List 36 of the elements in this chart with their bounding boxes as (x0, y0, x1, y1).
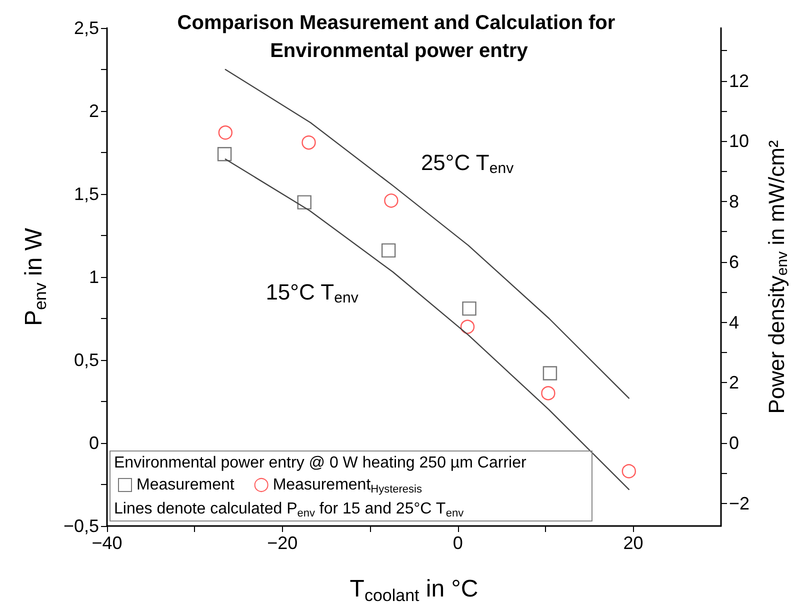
chart-title: Comparison Measurement and Calculation for Environmental power entry (177, 12, 621, 62)
y2-tick-label: 8 (729, 192, 740, 212)
y2-tick-label: 12 (729, 70, 750, 91)
x-tick-label: −40 (92, 533, 122, 553)
point (460, 320, 475, 334)
x-tick-label: 20 (623, 533, 644, 553)
point (622, 464, 636, 478)
x-tick-label: 0 (452, 533, 463, 553)
y2-tick-label: 6 (729, 252, 740, 272)
legend-title: Environmental power entry @ 0 W heating 250 µm Carrier (114, 454, 527, 472)
y-tick-label: 1 (88, 267, 99, 287)
y-tick-label: 2 (88, 101, 99, 121)
y2-tick-label: 4 (729, 312, 740, 332)
x-tick-label: −20 (267, 533, 298, 553)
point (542, 366, 558, 380)
legend-label: Measurement (136, 476, 235, 494)
y2-tick-label: 0 (729, 433, 740, 453)
point (218, 125, 233, 140)
point (217, 147, 232, 162)
y-tick-label: −0,5 (63, 516, 99, 536)
y-tick-label: 0,5 (74, 350, 99, 370)
point (541, 386, 556, 400)
point (384, 194, 398, 208)
point (462, 301, 476, 316)
y-tick-label: 2,5 (74, 18, 99, 38)
y2-tick-label: −2 (729, 493, 750, 514)
point (297, 195, 312, 210)
point (302, 135, 316, 150)
y-tick-label: 0 (88, 433, 99, 453)
line-series (224, 68, 630, 399)
y-axis-title: Penv in W (20, 228, 50, 326)
y2-tick-label: 10 (729, 131, 750, 152)
y2-tick-label: 2 (729, 372, 740, 393)
y-tick-label: 1,5 (74, 184, 99, 204)
point (381, 243, 396, 258)
y2-axis-title: Power densityenv in mW/cm² (764, 140, 791, 414)
